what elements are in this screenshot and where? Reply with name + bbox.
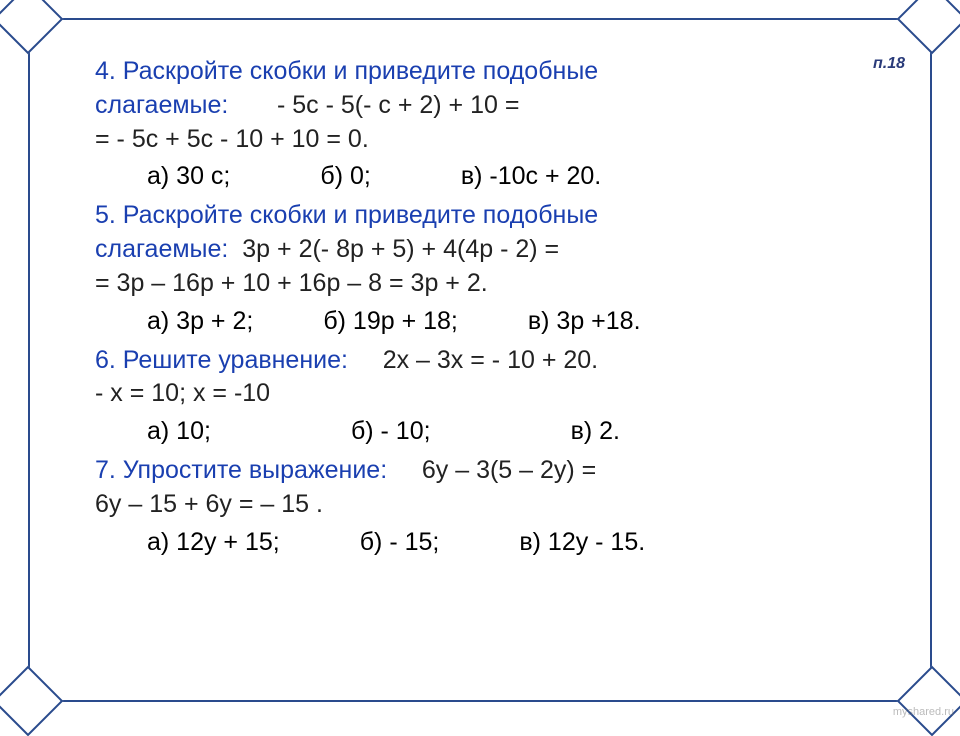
q7-line1: 7. Упростите выражение: 6y – 3(5 – 2y) = — [95, 454, 900, 488]
q4-answer-a: а) 30 c; — [147, 162, 230, 191]
q4-answers: а) 30 c; б) 0; в) -10c + 20. — [95, 162, 900, 191]
q5-prompt-line1: 5. Раскройте скобки и приведите подобные — [95, 199, 900, 233]
q5-answers: а) 3p + 2; б) 19p + 18; в) 3p +18. — [95, 307, 900, 336]
q4-answer-b: б) 0; — [320, 162, 370, 191]
q5-working: = 3p – 16p + 10 + 16p – 8 = 3p + 2. — [95, 267, 900, 301]
question-7: 7. Упростите выражение: 6y – 3(5 – 2y) =… — [95, 454, 900, 557]
q5-answer-c: в) 3p +18. — [528, 307, 641, 336]
q5-answer-a: а) 3p + 2; — [147, 307, 253, 336]
q5-prompt-word: слагаемые: — [95, 235, 228, 263]
q6-answer-c: в) 2. — [571, 417, 620, 446]
q6-answer-b: б) - 10; — [351, 417, 431, 446]
question-5: 5. Раскройте скобки и приведите подобные… — [95, 199, 900, 335]
q4-prompt-word: слагаемые: — [95, 91, 228, 119]
q6-answer-a: а) 10; — [147, 417, 211, 446]
q6-expression: 2x – 3x = - 10 + 20. — [383, 346, 598, 374]
q4-prompt-line2: слагаемые: - 5c - 5(- c + 2) + 10 = — [95, 89, 900, 123]
q7-answer-b: б) - 15; — [360, 528, 440, 557]
q5-prompt-line2: слагаемые: 3p + 2(- 8p + 5) + 4(4p - 2) … — [95, 233, 900, 267]
question-6: 6. Решите уравнение: 2x – 3x = - 10 + 20… — [95, 344, 900, 447]
q5-answer-b: б) 19p + 18; — [323, 307, 458, 336]
slide-content: 4. Раскройте скобки и приведите подобные… — [95, 55, 900, 680]
q4-prompt-line1: 4. Раскройте скобки и приведите подобные — [95, 55, 900, 89]
q4-working: = - 5c + 5c - 10 + 10 = 0. — [95, 123, 900, 157]
q4-expression: - 5c - 5(- c + 2) + 10 = — [277, 91, 519, 119]
q7-answer-c: в) 12y - 15. — [519, 528, 645, 557]
q7-expression: 6y – 3(5 – 2y) = — [422, 456, 596, 484]
watermark: myshared.ru — [893, 706, 954, 718]
q6-answers: а) 10; б) - 10; в) 2. — [95, 417, 900, 446]
question-4: 4. Раскройте скобки и приведите подобные… — [95, 55, 900, 191]
q6-line1: 6. Решите уравнение: 2x – 3x = - 10 + 20… — [95, 344, 900, 378]
q5-expression: 3p + 2(- 8p + 5) + 4(4p - 2) = — [242, 235, 559, 263]
q4-answer-c: в) -10c + 20. — [461, 162, 601, 191]
q7-working: 6y – 15 + 6y = – 15 . — [95, 488, 900, 522]
q7-answers: а) 12y + 15; б) - 15; в) 12y - 15. — [95, 528, 900, 557]
q7-answer-a: а) 12y + 15; — [147, 528, 280, 557]
q6-working: - x = 10; x = -10 — [95, 377, 900, 411]
q6-prompt: 6. Решите уравнение: — [95, 346, 348, 374]
q7-prompt: 7. Упростите выражение: — [95, 456, 387, 484]
